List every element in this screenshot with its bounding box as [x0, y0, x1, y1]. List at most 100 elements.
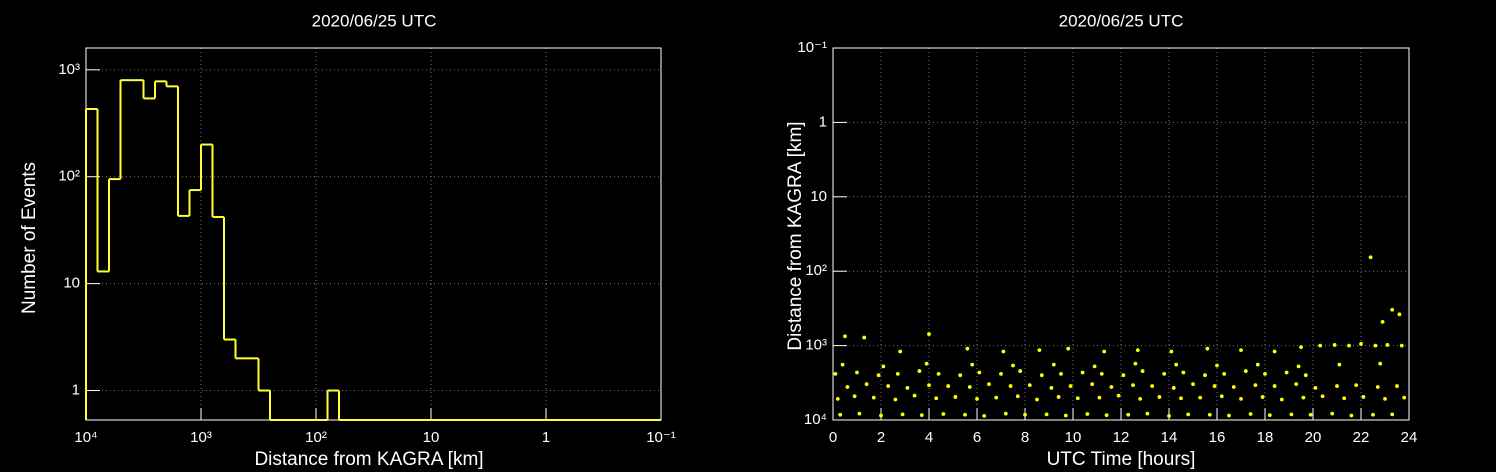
scatter-point	[1198, 395, 1203, 400]
x-tick-label: 18	[1257, 429, 1274, 446]
scatter-point	[982, 413, 987, 418]
scatter-point	[1337, 362, 1342, 367]
x-tick-label: 4	[925, 429, 933, 446]
scatter-point	[1335, 384, 1339, 388]
scatter-point	[1397, 312, 1402, 317]
scatter-point	[1231, 385, 1236, 389]
scatter-point	[999, 371, 1003, 376]
y-tick-label: 10²	[58, 168, 80, 185]
scatter-point	[963, 412, 967, 417]
chart-title: 2020/06/25 UTC	[1059, 11, 1184, 30]
chart-title: 2020/06/25 UTC	[312, 11, 437, 30]
scatter-point	[1263, 371, 1267, 376]
scatter-point	[1222, 371, 1227, 376]
scatter-point	[898, 349, 903, 354]
scatter-point	[1205, 346, 1210, 351]
scatter-point	[1272, 349, 1277, 354]
scatter-point	[1104, 413, 1109, 418]
scatter-point	[1171, 385, 1176, 390]
scatter-point	[1299, 345, 1303, 350]
scatter-point	[1044, 412, 1049, 417]
scatter-point	[900, 412, 905, 417]
scatter-point	[1145, 411, 1150, 416]
scatter-point	[1085, 412, 1090, 416]
scatter-point	[1023, 412, 1027, 417]
scatter-point	[1167, 413, 1171, 418]
y-tick-label: 10	[63, 275, 80, 292]
scatter-point	[919, 413, 924, 418]
scatter-point	[1215, 363, 1219, 368]
scatter-point	[987, 382, 991, 387]
scatter-point	[1253, 383, 1258, 388]
y-tick-label: 10³	[58, 61, 80, 78]
scatter-point	[1318, 343, 1323, 348]
x-axis-label: UTC Time [hours]	[1047, 449, 1196, 470]
scatter-point	[941, 412, 946, 416]
scatter-point	[871, 395, 876, 400]
scatter-point	[1359, 342, 1363, 346]
scatter-point	[1368, 255, 1373, 260]
y-tick-label: 10⁴	[804, 411, 827, 428]
scatter-point	[1243, 369, 1248, 373]
scatter-point	[1260, 395, 1265, 399]
y-tick-label: 10²	[805, 262, 827, 279]
x-tick-label: 2	[877, 429, 885, 446]
scatter-point	[1109, 385, 1114, 389]
scatter-point	[927, 383, 931, 388]
scatter-point	[1066, 346, 1071, 351]
scatter-point	[1174, 362, 1179, 367]
scatter-point	[1090, 382, 1095, 387]
scatter-point	[1349, 413, 1354, 418]
scatter-point	[905, 385, 910, 390]
x-tick-label: 10	[423, 429, 440, 446]
scatter-point	[1227, 413, 1231, 418]
scatter-point	[1279, 397, 1284, 402]
x-tick-label: 10⁻¹	[646, 429, 676, 446]
x-tick-label: 22	[1353, 429, 1370, 446]
scatter-point	[1375, 385, 1380, 389]
scatter-point	[1140, 369, 1145, 373]
scatter-point	[1179, 396, 1183, 401]
scatter-point	[1390, 307, 1395, 312]
scatter-point	[1294, 382, 1299, 387]
x-tick-label: 10⁴	[74, 429, 97, 446]
scatter-point	[953, 395, 958, 399]
scatter-point	[1001, 349, 1006, 354]
plot-frame	[832, 47, 1410, 421]
scatter-point	[1284, 370, 1289, 375]
scatter-point	[1399, 343, 1404, 348]
scatter-point	[1011, 363, 1015, 368]
scatter-point	[1354, 383, 1359, 388]
scatter-point	[1068, 384, 1073, 388]
scatter-point	[876, 373, 881, 378]
scatter-point	[835, 396, 840, 401]
scatter-point	[1313, 385, 1318, 390]
scatter-point	[1138, 396, 1143, 401]
scatter-point	[1092, 364, 1097, 369]
scatter-point	[1361, 395, 1366, 399]
scatter-point	[843, 334, 847, 339]
y-tick-label: 1	[72, 381, 80, 398]
scatter-point	[1378, 361, 1383, 366]
x-tick-label: 1	[542, 429, 550, 446]
scatter-point	[1097, 395, 1102, 400]
scatter-point	[1063, 413, 1068, 418]
scatter-point	[1212, 384, 1217, 388]
scatter-point	[1162, 371, 1167, 376]
scatter-point	[1385, 343, 1390, 347]
scatter-point	[895, 371, 900, 376]
y-axis-label: Number of Events	[19, 162, 40, 314]
scatter-point	[1219, 394, 1224, 399]
scatter-point	[1015, 394, 1020, 399]
scatter-point	[1248, 412, 1253, 416]
scatter-point	[1267, 413, 1272, 418]
y-tick-label: 10⁻¹	[797, 39, 827, 56]
scatter-point	[840, 362, 845, 367]
scatter-point	[857, 411, 862, 416]
scatter-point	[1383, 396, 1387, 401]
scatter-point	[1039, 373, 1044, 378]
x-tick-label: 16	[1209, 429, 1226, 446]
scatter-point	[927, 332, 931, 336]
